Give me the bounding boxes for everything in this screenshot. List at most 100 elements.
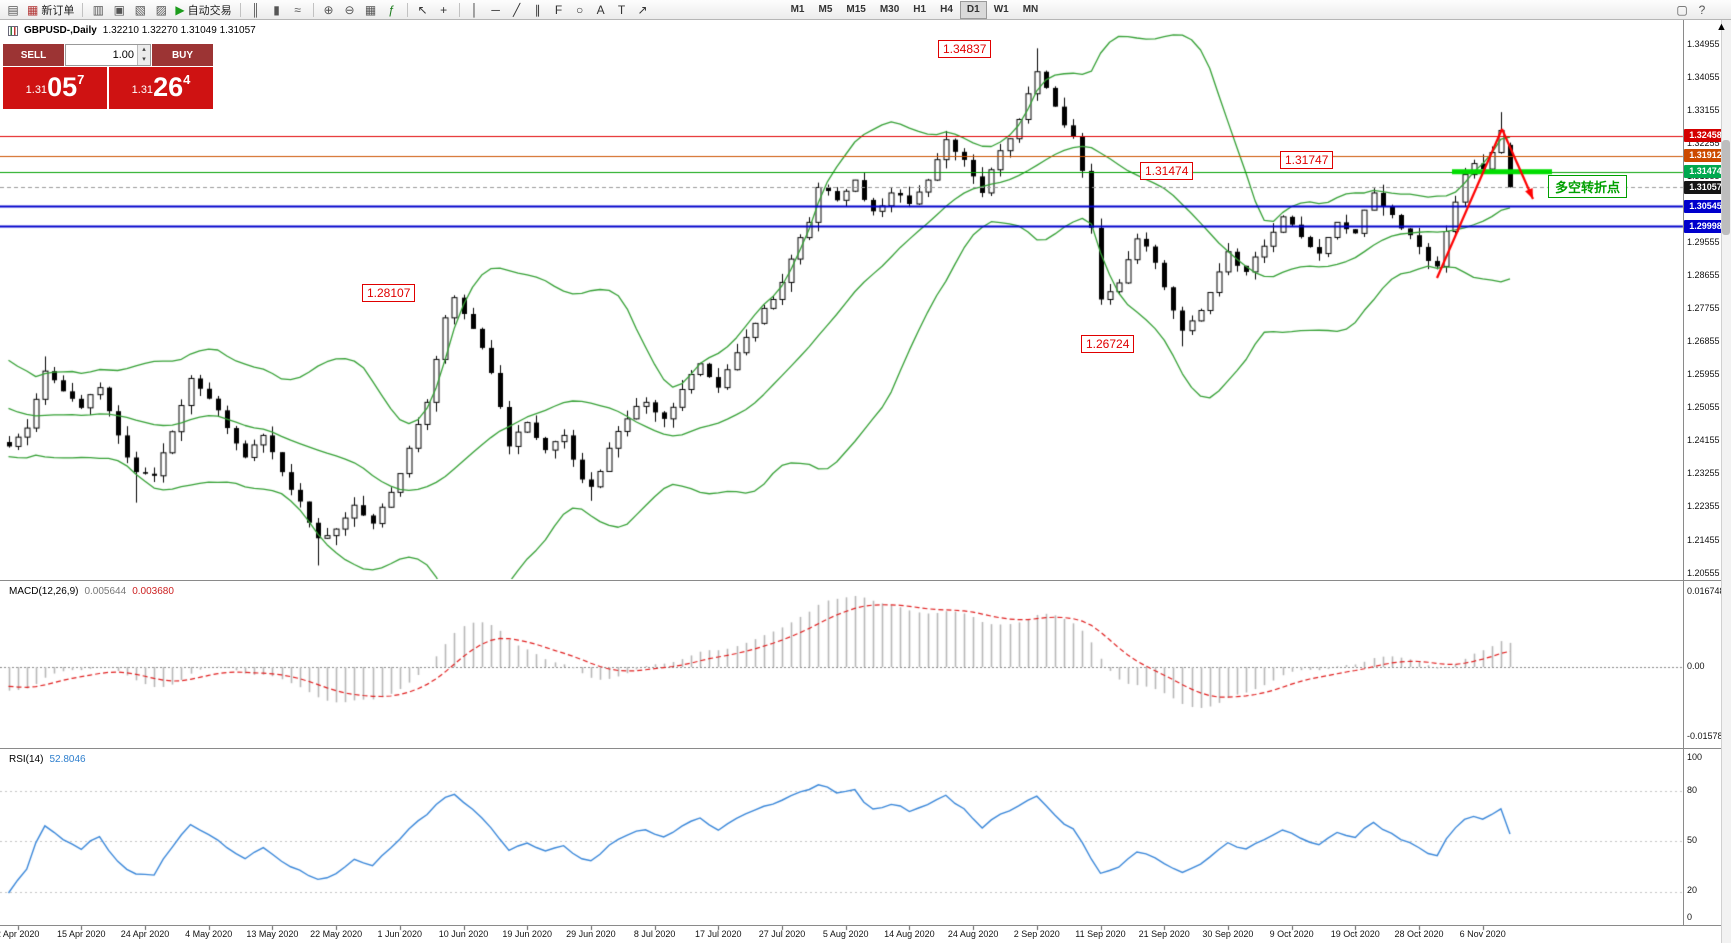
date-axis-label: 11 Sep 2020 bbox=[1075, 929, 1126, 939]
chart-line-button[interactable]: ≈ bbox=[288, 1, 308, 19]
rsi-panel-splitter[interactable] bbox=[0, 748, 1731, 749]
autotrading-label: 自动交易 bbox=[187, 4, 232, 17]
equidistant-channel-button[interactable]: ∥ bbox=[528, 1, 548, 19]
ask-big-digits: 26 bbox=[153, 72, 184, 102]
date-axis-label: 10 Jun 2020 bbox=[438, 929, 489, 939]
price-axis-label: 1.26855 bbox=[1687, 336, 1720, 347]
toolbar-separator bbox=[239, 2, 241, 17]
indicators-icon: ƒ bbox=[388, 2, 395, 17]
new-order-icon: ▦ bbox=[27, 2, 39, 17]
horizontal-line-button[interactable]: ─ bbox=[486, 1, 506, 19]
trendline-icon: ╱ bbox=[512, 2, 521, 17]
tile-windows-button[interactable]: ▦ bbox=[361, 1, 381, 19]
volume-input[interactable]: 1.00 ▴ ▾ bbox=[65, 44, 151, 66]
volume-up-button[interactable]: ▴ bbox=[138, 45, 150, 55]
text-button[interactable]: A bbox=[591, 1, 611, 19]
volume-down-button[interactable]: ▾ bbox=[138, 55, 150, 65]
chart-candles-button[interactable]: ▮ bbox=[267, 1, 287, 19]
buy-price-button[interactable]: 1.31 26 4 bbox=[109, 67, 213, 109]
vertical-line-icon: │ bbox=[470, 2, 479, 17]
new-order-label: 新订单 bbox=[41, 4, 75, 17]
vertical-line-button[interactable]: │ bbox=[465, 1, 485, 19]
navigator-button[interactable]: ▧ bbox=[130, 1, 150, 19]
macd-signal-value: 0.003680 bbox=[132, 586, 174, 597]
price-callout[interactable]: 1.26724 bbox=[1081, 335, 1135, 353]
price-tag: 1.31057 bbox=[1684, 180, 1727, 194]
docking-button[interactable]: ▢ bbox=[1672, 1, 1692, 19]
toolbar-separator bbox=[458, 2, 460, 17]
chart-bars-button[interactable]: ║ bbox=[246, 1, 266, 19]
macd-axis-zero: 0.00 bbox=[1687, 661, 1705, 671]
timeframe-button-m1[interactable]: M1 bbox=[790, 4, 805, 15]
turning-point-annotation[interactable]: 多空转折点 bbox=[1548, 175, 1628, 198]
price-axis-label: 1.32255 bbox=[1687, 137, 1720, 148]
date-axis-label: 15 Apr 2020 bbox=[57, 929, 106, 939]
date-axis-label: 21 Sep 2020 bbox=[1138, 929, 1190, 939]
arrows-icon: ↗ bbox=[637, 2, 648, 17]
market-watch-button[interactable]: ▥ bbox=[88, 1, 108, 19]
date-axis-label: 22 May 2020 bbox=[310, 929, 363, 939]
price-axis-label: 1.20555 bbox=[1687, 567, 1720, 578]
terminal-button[interactable]: ▨ bbox=[151, 1, 171, 19]
shapes-button[interactable]: ○ bbox=[570, 1, 590, 19]
macd-axis-min: -0.015783 bbox=[1687, 731, 1728, 741]
indicators-button[interactable]: ƒ bbox=[382, 1, 402, 19]
scroll-up-icon[interactable]: ▲ bbox=[1716, 21, 1727, 33]
autotrading-button[interactable]: ▶ 自动交易 bbox=[172, 1, 234, 19]
volume-value[interactable]: 1.00 bbox=[112, 49, 134, 61]
bid-prefix: 1.31 bbox=[25, 84, 48, 96]
volume-steppers: ▴ ▾ bbox=[137, 45, 150, 65]
zoom-out-button[interactable]: ⊖ bbox=[340, 1, 360, 19]
sell-price-button[interactable]: 1.31 05 7 bbox=[3, 67, 107, 109]
sell-button[interactable]: SELL bbox=[3, 44, 64, 66]
date-axis-label: 28 Oct 2020 bbox=[1394, 929, 1444, 939]
data-window-button[interactable]: ▣ bbox=[109, 1, 129, 19]
price-axis-label: 1.28655 bbox=[1687, 269, 1720, 280]
timeframe-button-mn[interactable]: MN bbox=[1022, 4, 1039, 15]
timeframe-button-h4[interactable]: H4 bbox=[940, 4, 953, 15]
new-chart-button[interactable]: ▤ bbox=[3, 1, 23, 19]
price-axis-label: 1.21455 bbox=[1687, 534, 1720, 545]
chart-bars-icon: ║ bbox=[251, 2, 260, 17]
cursor-button[interactable]: ↖ bbox=[413, 1, 433, 19]
fibonacci-button[interactable]: F bbox=[549, 1, 569, 19]
terminal-icon: ▨ bbox=[155, 2, 168, 17]
timeframe-button-w1[interactable]: W1 bbox=[993, 4, 1009, 15]
timeframe-button-m5[interactable]: M5 bbox=[818, 4, 833, 15]
price-callout[interactable]: 1.31747 bbox=[1280, 151, 1334, 169]
timeframe-button-m30[interactable]: M30 bbox=[879, 4, 900, 15]
price-callout[interactable]: 1.34837 bbox=[938, 40, 992, 58]
trendline-button[interactable]: ╱ bbox=[507, 1, 527, 19]
navigator-icon: ▧ bbox=[134, 2, 147, 17]
vertical-scrollbar[interactable] bbox=[1721, 20, 1731, 943]
date-axis-label: 27 Jul 2020 bbox=[758, 929, 806, 939]
text-label-button[interactable]: T bbox=[612, 1, 632, 19]
price-axis-label: 1.23255 bbox=[1687, 468, 1720, 479]
date-axis-label: 8 Jul 2020 bbox=[633, 929, 676, 939]
chart-title: GBPUSD-,Daily 1.32210 1.32270 1.31049 1.… bbox=[8, 25, 256, 36]
price-callout[interactable]: 1.31474 bbox=[1140, 162, 1194, 180]
date-axis-label: 4 May 2020 bbox=[185, 929, 233, 939]
macd-name: MACD(12,26,9) bbox=[9, 586, 79, 597]
new-order-button[interactable]: ▦ 新订单 bbox=[24, 1, 77, 19]
price-axis-label: 1.24155 bbox=[1687, 435, 1720, 446]
price-callout[interactable]: 1.28107 bbox=[362, 284, 416, 302]
text-icon: A bbox=[596, 2, 605, 17]
price-axis-label: 1.25955 bbox=[1687, 369, 1720, 380]
zoom-in-button[interactable]: ⊕ bbox=[319, 1, 339, 19]
arrows-button[interactable]: ↗ bbox=[633, 1, 653, 19]
ohlc-values: 1.32210 1.32270 1.31049 1.31057 bbox=[102, 25, 256, 36]
date-axis-label: 24 Apr 2020 bbox=[120, 929, 170, 939]
buy-button[interactable]: BUY bbox=[152, 44, 213, 66]
crosshair-button[interactable]: + bbox=[434, 1, 454, 19]
timeframe-button-m15[interactable]: M15 bbox=[846, 4, 866, 15]
help-button[interactable]: ? bbox=[1692, 1, 1712, 19]
ask-pip-digit: 4 bbox=[183, 72, 191, 87]
bid-pip-digit: 7 bbox=[77, 72, 85, 87]
macd-panel-splitter[interactable] bbox=[0, 580, 1731, 581]
timeframe-button-d1[interactable]: D1 bbox=[959, 0, 987, 19]
timeframe-button-h1[interactable]: H1 bbox=[913, 4, 927, 15]
scrollbar-thumb[interactable] bbox=[1722, 140, 1730, 235]
toolbar-right-group: ▢? bbox=[1672, 1, 1712, 19]
